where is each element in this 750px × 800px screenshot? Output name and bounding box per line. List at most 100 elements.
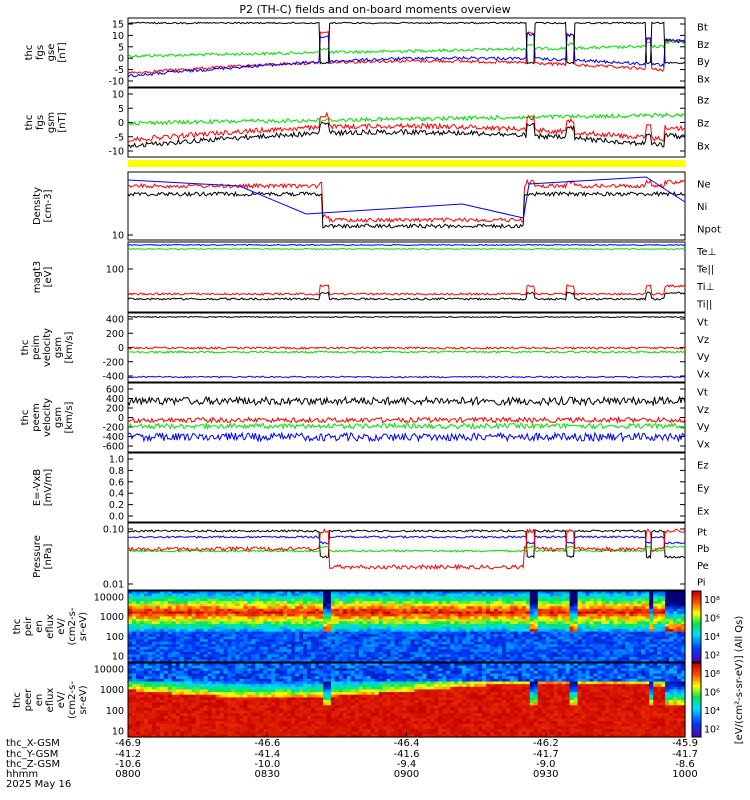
spectrogram-cell: [179, 649, 185, 653]
spectrogram-cell: [553, 641, 559, 645]
spectrogram-cell: [179, 689, 185, 693]
spectrogram-cell: [553, 649, 559, 653]
spectrogram-cell: [553, 639, 559, 643]
spectrogram-cell: [358, 641, 364, 645]
spectrogram-cell: [223, 641, 229, 645]
y-axis-label: [km/s]: [64, 401, 75, 433]
spectrogram-cell: [446, 646, 451, 650]
spectrogram-cell: [350, 644, 356, 648]
spectrogram-cell: [223, 726, 229, 730]
spectrogram-cell: [521, 656, 527, 660]
spectrogram-cell: [541, 646, 547, 650]
spectrogram-cell: [545, 636, 551, 640]
spectrogram-cell: [529, 629, 535, 633]
spectrogram-cell: [132, 646, 137, 650]
spectrogram-cell: [573, 596, 579, 600]
spectrogram-cell: [267, 591, 272, 595]
spectrogram-cell: [195, 616, 201, 620]
spectrogram-cell: [621, 621, 626, 625]
spectrogram-cell: [139, 707, 145, 712]
spectrogram-cell: [207, 656, 213, 660]
spectrogram-cell: [490, 634, 495, 638]
spectrogram-cell: [251, 596, 256, 600]
spectrogram-cell: [430, 629, 435, 633]
spectrogram-cell: [454, 629, 459, 633]
series-vt: [127, 315, 686, 319]
spectrogram-cell: [171, 636, 177, 640]
spectrogram-cell: [263, 639, 268, 643]
spectrogram-cell: [163, 634, 169, 638]
spectrogram-cell: [517, 591, 523, 595]
spectrogram-cell: [203, 734, 209, 738]
spectrogram-cell: [681, 596, 686, 600]
spectrogram-cell: [537, 656, 543, 660]
spectrogram-cell: [462, 601, 467, 605]
spectrogram-cell: [136, 659, 141, 663]
spectrogram-cell: [227, 634, 233, 638]
spectrogram-cell: [370, 641, 376, 645]
spectrogram-cell: [199, 659, 205, 663]
spectrogram-cell: [334, 646, 340, 650]
spectrogram-cell: [513, 618, 519, 622]
spectrogram-cell: [581, 601, 587, 605]
spectrogram-cell: [394, 656, 400, 660]
spectrogram-cell: [553, 593, 559, 597]
spectrogram-cell: [474, 598, 479, 602]
spectrogram-cell: [330, 591, 336, 595]
spectrogram-cell: [187, 608, 193, 612]
spectrogram-cell: [203, 723, 209, 727]
spectrogram-cell: [494, 611, 499, 615]
spectrogram-cell: [458, 591, 463, 595]
spectrogram-cell: [132, 631, 137, 635]
spectrogram-cell: [557, 624, 563, 628]
spectrogram-cell: [175, 636, 181, 640]
series-ti-perp: [128, 243, 686, 247]
spectrogram-cell: [235, 649, 240, 653]
spectrogram-cell: [597, 593, 603, 597]
spectrogram-cell: [151, 689, 157, 693]
spectrogram-cell: [263, 596, 268, 600]
spectrogram-cell: [474, 626, 479, 630]
spectrogram-cell: [243, 621, 248, 625]
spectrogram-cell: [386, 596, 392, 600]
spectrogram-cell: [163, 723, 169, 727]
spectrogram-cell: [613, 651, 618, 655]
spectrogram-cell: [494, 639, 499, 643]
spectrogram-cell: [326, 651, 332, 655]
spectrogram-cell: [390, 603, 396, 607]
spectrogram-cell: [549, 659, 555, 663]
spectrogram-cell: [681, 634, 686, 638]
spectrogram-cell: [275, 656, 280, 660]
spectrogram-cell: [287, 656, 292, 660]
spectrogram-cell: [191, 678, 197, 683]
spectrogram-cell: [155, 636, 161, 640]
spectrogram-cell: [466, 621, 471, 625]
spectrogram-cell: [370, 616, 376, 620]
spectrogram-cell: [175, 641, 181, 645]
spectrogram-cell: [171, 639, 177, 643]
spectrogram-cell: [621, 656, 626, 660]
spectrogram-cell: [139, 684, 145, 688]
spectrogram-cell: [179, 715, 185, 720]
spectrogram-cell: [398, 616, 404, 620]
spectrogram-cell: [438, 659, 443, 663]
spectrogram-cell: [585, 626, 591, 630]
series-bx-gsm: [127, 121, 686, 149]
spectrogram-cell: [187, 649, 193, 653]
spectrogram-cell: [132, 593, 137, 597]
spectrogram-cell: [597, 621, 603, 625]
spectrogram-cell: [533, 618, 539, 622]
spectrogram-cell: [295, 608, 300, 612]
spectrogram-cell: [625, 611, 630, 615]
spectrogram-cell: [271, 624, 276, 628]
spectrogram-cell: [366, 644, 372, 648]
spectrogram-cell: [247, 649, 252, 653]
spectrogram-cell: [191, 606, 197, 610]
spectrogram-cell: [633, 621, 638, 625]
spectrogram-cell: [406, 621, 412, 625]
spectrogram-cell: [167, 726, 173, 730]
spectrogram-cell: [350, 646, 356, 650]
spectrogram-cell: [267, 611, 272, 615]
spectrogram-cell: [350, 601, 356, 605]
spectrogram-cell: [247, 618, 252, 622]
